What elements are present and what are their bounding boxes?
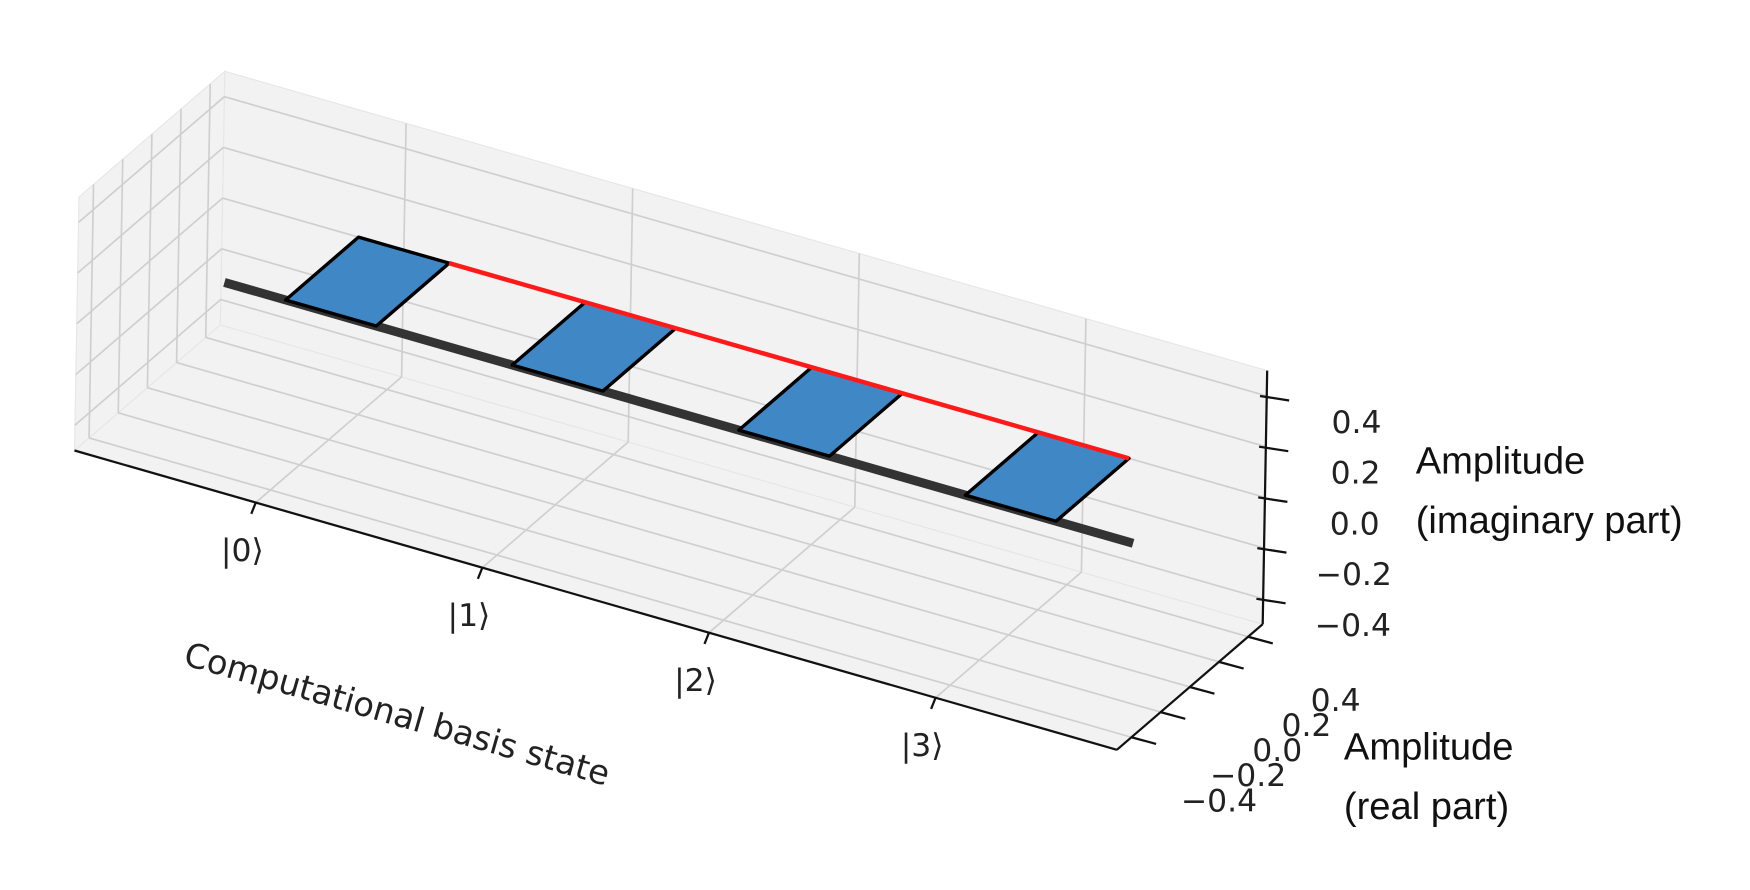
grid-line: [147, 386, 1191, 688]
y-tick: [1218, 660, 1244, 670]
grid-line: [77, 96, 225, 223]
z-tick: [1257, 547, 1287, 554]
x-tick: [476, 567, 484, 580]
x-tick-label: |3⟩: [901, 728, 944, 764]
x-tick-label: |2⟩: [674, 663, 717, 699]
plot-area: |0⟩|1⟩|2⟩|3⟩−0.4−0.20.00.20.4−0.4−0.20.0…: [73, 70, 1683, 828]
z-tick-label: −0.4: [1315, 608, 1391, 644]
z-tick-label: 0.4: [1332, 405, 1382, 441]
z-tick-label: −0.2: [1316, 557, 1392, 593]
grid-line: [77, 146, 225, 274]
grid-line: [223, 146, 1267, 448]
z-axis-label: (imaginary part): [1416, 499, 1683, 542]
z-axis-label: Amplitude: [1416, 439, 1586, 482]
y-tick-label: 0.4: [1311, 683, 1361, 719]
x-axis-label: Computational basis state: [180, 635, 614, 794]
x-tick: [250, 502, 257, 515]
grid-line: [74, 298, 222, 426]
x-tick-label: |0⟩: [221, 533, 264, 569]
amplitude-line: [448, 261, 1130, 461]
y-tick-label: −0.2: [1210, 758, 1286, 794]
z-tick-label: 0.0: [1330, 506, 1380, 542]
z-tick-label: 0.2: [1331, 456, 1381, 492]
z-tick: [1258, 496, 1288, 504]
y-axis-label: Amplitude: [1344, 725, 1514, 768]
y-tick: [1247, 635, 1274, 645]
grid-line: [75, 248, 223, 376]
grid-line: [176, 361, 1220, 663]
x-axis: [74, 449, 1118, 751]
z-tick: [1256, 597, 1286, 605]
y-tick: [1189, 685, 1215, 695]
grid-line: [220, 298, 1264, 600]
y-tick: [1131, 736, 1157, 746]
grid-line: [205, 336, 1249, 638]
y-axis-label: (real part): [1344, 785, 1509, 828]
grid-line: [88, 437, 1132, 739]
y-tick: [1160, 711, 1186, 720]
grid-line: [224, 95, 1267, 397]
z-tick: [1259, 394, 1290, 402]
z-tick: [1258, 445, 1289, 453]
x-tick: [930, 697, 937, 710]
y-tick-label: −0.4: [1181, 783, 1257, 819]
grid-line: [76, 197, 224, 325]
y-tick-label: 0.0: [1252, 733, 1302, 769]
grid-line: [118, 412, 1161, 713]
x-tick-label: |1⟩: [447, 598, 490, 634]
y-tick-label: 0.2: [1281, 708, 1331, 744]
x-tick: [703, 632, 711, 645]
